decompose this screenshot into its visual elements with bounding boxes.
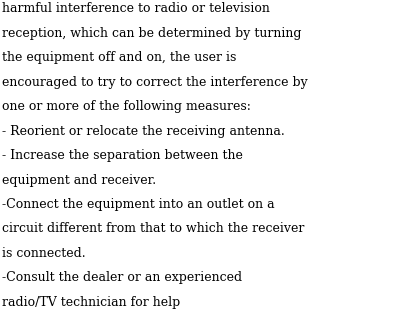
Text: circuit different from that to which the receiver: circuit different from that to which the…: [2, 223, 304, 235]
Text: harmful interference to radio or television: harmful interference to radio or televis…: [2, 2, 270, 15]
Text: one or more of the following measures:: one or more of the following measures:: [2, 100, 251, 113]
Text: - Increase the separation between the: - Increase the separation between the: [2, 149, 243, 162]
Text: is connected.: is connected.: [2, 247, 86, 260]
Text: the equipment off and on, the user is: the equipment off and on, the user is: [2, 51, 236, 64]
Text: encouraged to try to correct the interference by: encouraged to try to correct the interfe…: [2, 75, 308, 89]
Text: -Consult the dealer or an experienced: -Consult the dealer or an experienced: [2, 271, 242, 285]
Text: - Reorient or relocate the receiving antenna.: - Reorient or relocate the receiving ant…: [2, 125, 285, 137]
Text: reception, which can be determined by turning: reception, which can be determined by tu…: [2, 26, 302, 40]
Text: equipment and receiver.: equipment and receiver.: [2, 174, 156, 186]
Text: radio/TV technician for help: radio/TV technician for help: [2, 296, 180, 309]
Text: -Connect the equipment into an outlet on a: -Connect the equipment into an outlet on…: [2, 198, 275, 211]
